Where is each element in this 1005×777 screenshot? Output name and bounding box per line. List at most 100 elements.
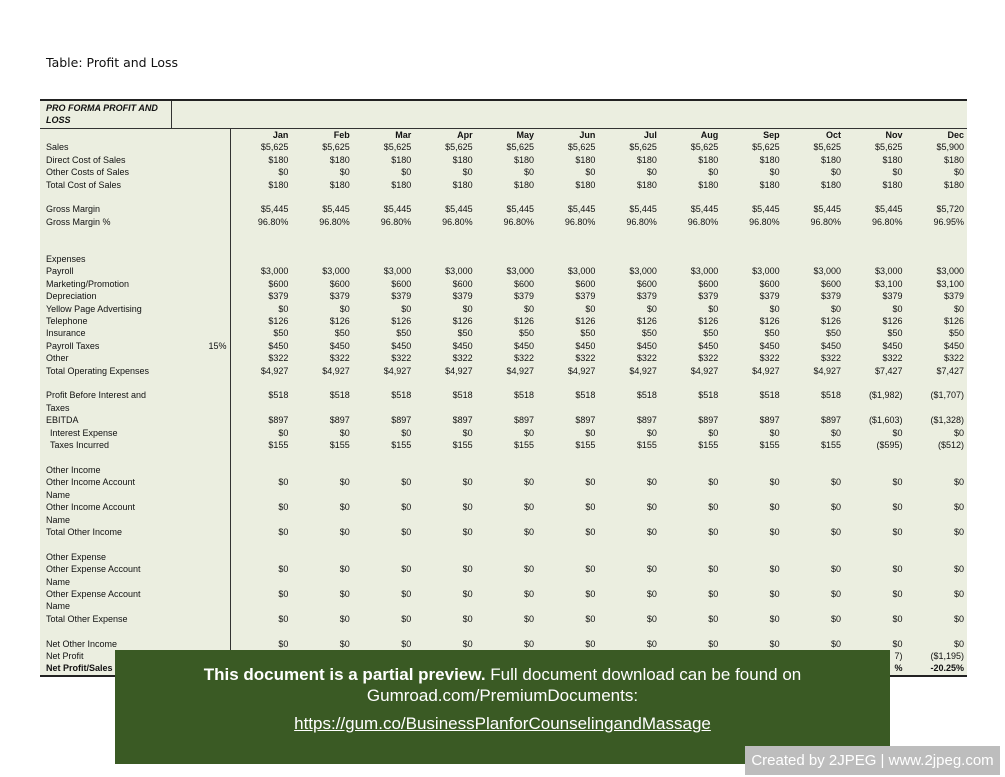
row-value: $155 xyxy=(636,440,657,451)
row-value: $5,625 xyxy=(813,142,842,153)
row-value: $379 xyxy=(452,291,473,302)
row-value: $180 xyxy=(452,179,473,190)
row-value xyxy=(414,191,475,203)
row-value: $0 xyxy=(401,564,412,575)
row-value xyxy=(414,625,475,637)
row-value: $155 xyxy=(329,440,350,451)
table-row: Gross Margin % 96.80% 96.80% 96.80% 96.80% 96… xyxy=(40,215,967,229)
row-value: $0 xyxy=(769,564,780,575)
row-value: $155 xyxy=(575,440,596,451)
row-value: 96.80% xyxy=(503,216,535,227)
row-value: $4,927 xyxy=(813,365,842,376)
table-row: Total Cost of Sales $180 $180 $180 $180 $180 $… xyxy=(40,178,967,192)
row-value: $7,427 xyxy=(936,365,964,376)
row-value: $4,927 xyxy=(629,365,657,376)
row-value: $450 xyxy=(575,340,596,351)
row-value: $0 xyxy=(462,564,473,575)
row-rate xyxy=(171,439,231,452)
row-value: $0 xyxy=(953,613,964,624)
row-value xyxy=(291,253,352,265)
row-rate xyxy=(171,228,231,241)
row-value: $5,445 xyxy=(629,204,657,215)
table-row: Depreciation $379 $379 $379 $379 $379 $379 $379… xyxy=(40,290,967,303)
row-value: $0 xyxy=(646,588,657,599)
row-label: Profit Before Interest and Taxes xyxy=(46,390,147,413)
row-value: $518 xyxy=(452,390,473,401)
table-row: Yellow Page Advertising $0 $0 $0 $0 $0 $0 $0 $0 $… xyxy=(40,302,967,316)
row-label: Total Other Income xyxy=(46,526,123,537)
row-value: $897 xyxy=(452,415,473,426)
row-value: $0 xyxy=(708,427,719,438)
row-value xyxy=(476,625,537,637)
row-rate xyxy=(171,290,231,303)
row-value: $0 xyxy=(278,638,289,649)
row-value: $600 xyxy=(391,278,412,289)
row-value: $897 xyxy=(391,415,412,426)
row-label: Other Costs of Sales xyxy=(46,167,130,178)
row-value: ($1,603) xyxy=(868,415,903,426)
row-value xyxy=(721,452,782,464)
row-value: $0 xyxy=(462,427,473,438)
preview-bold-text: This document is a partial preview. xyxy=(203,665,486,684)
row-value: $600 xyxy=(329,278,350,289)
row-value xyxy=(905,452,967,464)
row-value: $518 xyxy=(821,390,842,401)
row-value xyxy=(783,377,844,389)
row-value xyxy=(230,253,291,265)
row-value: ($595) xyxy=(876,440,903,451)
row-label xyxy=(40,191,171,203)
row-value: $600 xyxy=(575,278,596,289)
row-label: Marketing/Promotion xyxy=(46,278,130,289)
row-value: $180 xyxy=(329,179,350,190)
row-rate xyxy=(171,215,231,229)
row-rate xyxy=(171,178,231,192)
row-value xyxy=(291,191,352,203)
table-row: Total Operating Expenses $4,927 $4,927 $4,9… xyxy=(40,364,967,378)
row-value: $3,100 xyxy=(874,278,903,289)
row-value: $0 xyxy=(462,526,473,537)
month-header-row: Jan Feb Mar Apr May Jun Jul Aug Sep Oct Nov Dec xyxy=(40,128,967,142)
row-value: $518 xyxy=(514,390,535,401)
row-value: $126 xyxy=(514,316,535,327)
row-value: $0 xyxy=(892,564,903,575)
row-value xyxy=(660,538,721,550)
row-value: $0 xyxy=(339,167,350,178)
row-value: $126 xyxy=(636,316,657,327)
row-value xyxy=(476,228,537,240)
row-value: $3,000 xyxy=(383,266,412,277)
row-value xyxy=(537,228,598,240)
row-rate xyxy=(171,153,231,167)
table-row: Marketing/Promotion $600 $600 $600 $600 $600 $… xyxy=(40,277,967,291)
table-row: Interest Expense $0 $0 $0 $0 $0 $0 $0 $0 $0 $0 $0 $0 xyxy=(40,426,967,440)
row-value: $5,445 xyxy=(506,204,535,215)
row-value: $379 xyxy=(882,291,903,302)
row-value: $7,427 xyxy=(874,365,903,376)
row-value: $5,625 xyxy=(752,142,780,153)
row-value: $3,000 xyxy=(690,266,719,277)
table-row: Total Other Income $0 $0 $0 $0 $0 $0 $0 $0 $0 $0 $0… xyxy=(40,525,967,539)
row-value: ($1,707) xyxy=(930,390,964,401)
credit-badge: Created by 2JPEG | www.2jpeg.com xyxy=(745,746,1000,775)
row-value: $379 xyxy=(821,291,842,302)
row-label: Direct Cost of Sales xyxy=(46,154,126,165)
row-value xyxy=(721,625,782,637)
row-value: 96.80% xyxy=(564,216,596,227)
row-value: $0 xyxy=(401,502,412,513)
row-value xyxy=(660,253,721,265)
row-value: $0 xyxy=(462,477,473,488)
row-value: $518 xyxy=(698,390,719,401)
row-rate xyxy=(171,587,231,613)
row-rate xyxy=(171,265,231,278)
row-value: $5,445 xyxy=(383,204,412,215)
table-row: Payroll Taxes 15% $450 $450 $450 $450 $450 $450… xyxy=(40,339,967,353)
download-link[interactable]: https://gum.co/BusinessPlanforCounseling… xyxy=(294,714,711,733)
row-value: $0 xyxy=(708,502,719,513)
row-value xyxy=(721,464,782,476)
row-value: $0 xyxy=(585,303,596,314)
row-value: $0 xyxy=(401,588,412,599)
row-value: $155 xyxy=(759,440,780,451)
row-value: $5,900 xyxy=(936,142,964,153)
row-rate xyxy=(171,414,231,427)
row-value: $0 xyxy=(892,638,903,649)
row-label: Depreciation xyxy=(46,291,97,302)
